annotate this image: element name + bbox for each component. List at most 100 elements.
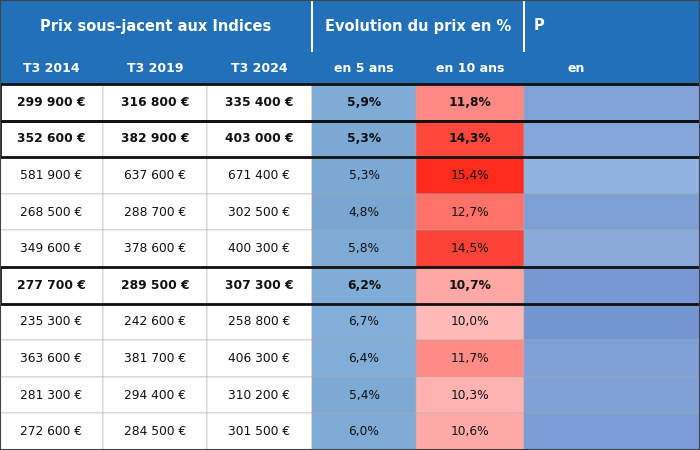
Text: 381 700 €: 381 700 € [124,352,186,365]
Text: 302 500 €: 302 500 € [228,206,290,219]
Bar [524,267,700,304]
Bar [103,84,207,121]
Text: en 10 ans: en 10 ans [436,62,504,75]
Bar [103,157,207,194]
Bar [103,414,207,450]
Text: 4,8%: 4,8% [349,206,379,219]
Bar [312,52,416,84]
Bar [311,0,313,52]
Text: 15,4%: 15,4% [451,169,489,182]
Bar [523,0,525,52]
Bar [0,267,700,304]
Bar [207,414,312,450]
Bar [0,267,103,304]
Text: 378 600 €: 378 600 € [124,242,186,255]
Bar [207,52,312,84]
Bar [312,230,416,267]
Text: Prix sous-jacent aux Indices: Prix sous-jacent aux Indices [41,18,272,33]
Text: 235 300 €: 235 300 € [20,315,83,328]
Text: 5,3%: 5,3% [349,169,379,182]
Text: 10,3%: 10,3% [451,389,489,401]
Bar [416,157,524,194]
Bar [0,340,103,377]
Text: 11,8%: 11,8% [449,96,491,109]
Text: 281 300 €: 281 300 € [20,389,83,401]
Text: 284 500 €: 284 500 € [124,425,186,438]
Bar [103,121,207,157]
Text: 301 500 €: 301 500 € [228,425,290,438]
Text: 6,2%: 6,2% [347,279,381,292]
Text: 382 900 €: 382 900 € [121,132,189,145]
Bar [0,377,103,414]
Text: 406 300 €: 406 300 € [228,352,290,365]
Bar [524,304,700,340]
Bar [207,194,312,230]
Bar [207,267,312,304]
Bar [416,267,524,304]
Text: 12,7%: 12,7% [451,206,489,219]
Bar [207,304,312,340]
Text: 272 600 €: 272 600 € [20,425,83,438]
Text: 5,4%: 5,4% [349,389,379,401]
Bar [524,340,700,377]
Text: 14,5%: 14,5% [451,242,489,255]
Bar [416,230,524,267]
Bar [207,157,312,194]
Text: 363 600 €: 363 600 € [20,352,83,365]
Bar [0,121,103,157]
Bar [312,0,524,52]
Text: 299 900 €: 299 900 € [18,96,85,109]
Bar [0,121,700,157]
Bar [0,0,312,52]
Bar [524,194,700,230]
Bar [0,230,103,267]
Bar [312,121,416,157]
Text: 268 500 €: 268 500 € [20,206,83,219]
Text: 277 700 €: 277 700 € [17,279,86,292]
Bar [0,84,700,121]
Bar [524,84,700,121]
Bar [524,121,700,157]
Bar [0,304,103,340]
Bar [416,304,524,340]
Text: 335 400 €: 335 400 € [225,96,294,109]
Text: 5,3%: 5,3% [347,132,381,145]
Bar [103,52,207,84]
Bar [103,304,207,340]
Bar [103,340,207,377]
Text: 288 700 €: 288 700 € [124,206,186,219]
Text: Evolution du prix en %: Evolution du prix en % [325,18,511,33]
Text: 289 500 €: 289 500 € [120,279,189,292]
Bar [0,194,103,230]
Bar [416,84,524,121]
Text: 581 900 €: 581 900 € [20,169,83,182]
Text: 11,7%: 11,7% [451,352,489,365]
Text: 352 600 €: 352 600 € [18,132,85,145]
Bar [0,52,103,84]
Text: 6,0%: 6,0% [349,425,379,438]
Text: 310 200 €: 310 200 € [228,389,290,401]
Bar [207,230,312,267]
Text: en: en [567,62,584,75]
Bar [416,194,524,230]
Text: 400 300 €: 400 300 € [228,242,290,255]
Bar [312,340,416,377]
Bar [0,414,103,450]
Text: 10,0%: 10,0% [451,315,489,328]
Bar [416,377,524,414]
Bar [312,414,416,450]
Text: 637 600 €: 637 600 € [124,169,186,182]
Bar [524,414,700,450]
Text: 10,6%: 10,6% [451,425,489,438]
Bar [0,84,103,121]
Bar [312,304,416,340]
Bar [416,52,524,84]
Bar [207,340,312,377]
Text: P: P [534,18,545,33]
Text: 349 600 €: 349 600 € [20,242,83,255]
Text: 5,8%: 5,8% [349,242,379,255]
Bar [524,377,700,414]
Text: 10,7%: 10,7% [449,279,491,292]
Bar [312,84,416,121]
Bar [628,52,700,84]
